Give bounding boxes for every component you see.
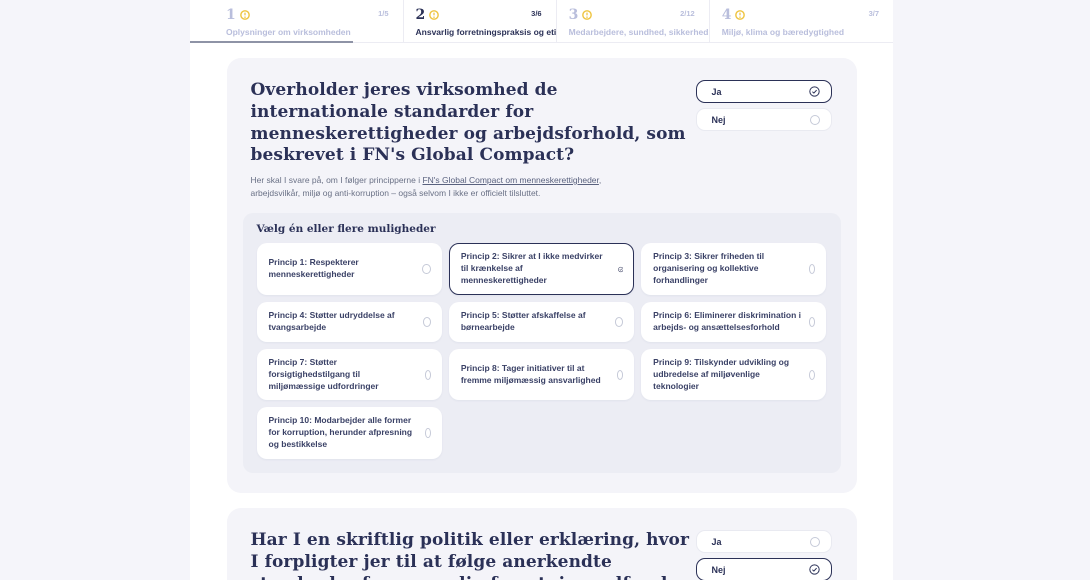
step-counter: 3/7 [868, 9, 880, 18]
step-counter: 3/6 [531, 9, 542, 18]
step-counter: 1/5 [378, 9, 389, 18]
question-description: Her skal I svare på, om I følger princip… [251, 174, 651, 200]
option-label: Princip 3: Sikrer friheden til organiser… [653, 251, 765, 286]
radio-circle-icon [422, 264, 431, 275]
option-princip-3[interactable]: Princip 3: Sikrer friheden til organiser… [641, 243, 827, 296]
question-title: Overholder jeres virksomhed de internati… [250, 80, 686, 166]
step-number: 2 [415, 7, 426, 23]
stepper-tab-1[interactable]: 1 Oplysninger om virksomheden 1/5 [190, 0, 403, 42]
radio-circle-icon [809, 369, 816, 380]
no-button[interactable]: Nej [695, 108, 832, 131]
radio-circle-icon [614, 316, 624, 327]
option-princip-7[interactable]: Princip 7: Støtter forsigtighedstilgang … [256, 348, 442, 401]
radio-circle-icon [616, 369, 624, 380]
option-label: Princip 4: Støtter udryddelse af tvangsa… [268, 310, 395, 332]
yes-button[interactable]: Ja [695, 530, 832, 554]
option-label: Princip 1: Respekterer menneskerettighed… [268, 257, 359, 280]
stepper-tab-2[interactable]: 2 Ansvarlig forretningspraksis og etik 3… [402, 0, 556, 42]
yes-no-group: Ja Nej [695, 80, 832, 131]
radio-circle-icon [424, 369, 431, 380]
option-princip-8[interactable]: Princip 8: Tager initiativer til at frem… [448, 348, 635, 401]
radio-circle-icon [809, 264, 816, 275]
option-label: Princip 9: Tilskynder udvikling og udbre… [653, 356, 790, 391]
no-label: Nej [711, 564, 726, 575]
step-label: Medarbejdere, sundhed, sikkerhed og... [568, 27, 709, 37]
step-counter: 2/12 [680, 9, 695, 18]
option-princip-2[interactable]: Princip 2: Sikrer at I ikke medvirker ti… [448, 243, 635, 296]
option-princip-6[interactable]: Princip 6: Eliminerer diskrimination i a… [641, 302, 827, 342]
main-content: Overholder jeres virksomhed de internati… [190, 43, 893, 580]
warning-circle-icon [735, 10, 746, 20]
options-panel: Vælg én eller flere muligheder Princip 1… [242, 213, 841, 474]
step-number: 1 [226, 7, 236, 23]
option-princip-9[interactable]: Princip 9: Tilskynder udvikling og udbre… [641, 348, 827, 401]
check-circle-icon [808, 86, 820, 97]
option-label: Princip 10: Modarbejder alle former for … [268, 415, 413, 450]
check-circle-icon [617, 266, 623, 272]
option-label: Princip 7: Støtter forsigtighedstilgang … [268, 356, 379, 391]
global-compact-link[interactable]: FN's Global Compact om menneskerettighed… [422, 175, 599, 185]
radio-circle-icon [425, 428, 431, 439]
option-label: Princip 2: Sikrer at I ikke medvirker ti… [460, 251, 603, 286]
stepper: 1 Oplysninger om virksomheden 1/5 2 Ansv… [190, 0, 893, 43]
option-princip-10[interactable]: Princip 10: Modarbejder alle former for … [256, 407, 442, 460]
radio-circle-icon [809, 114, 820, 125]
no-label: Nej [711, 114, 726, 125]
yes-label: Ja [711, 536, 722, 547]
description-text: , arbejdsvilkår, miljø og anti-korruptio… [250, 175, 602, 199]
warning-circle-icon [239, 10, 250, 20]
step-label: Ansvarlig forretningspraksis og etik [415, 27, 556, 37]
warning-circle-icon [582, 10, 593, 20]
option-princip-5[interactable]: Princip 5: Støtter afskaffelse af børnea… [448, 302, 635, 342]
radio-circle-icon [809, 536, 820, 547]
yes-label: Ja [711, 86, 722, 97]
question-card-written-policy: Har I en skriftlig politik eller erklæri… [226, 508, 857, 580]
option-label: Princip 8: Tager initiativer til at frem… [460, 362, 601, 385]
step-number: 3 [568, 7, 579, 23]
check-circle-icon [808, 564, 820, 575]
stepper-tab-4[interactable]: 4 Miljø, klima og bæredygtighed 3/7 [708, 0, 893, 42]
yes-no-group: Ja Nej [695, 530, 832, 580]
stepper-tab-3[interactable]: 3 Medarbejdere, sundhed, sikkerhed og...… [555, 0, 709, 42]
option-princip-1[interactable]: Princip 1: Respekterer menneskerettighed… [256, 243, 442, 296]
content-column: 1 Oplysninger om virksomheden 1/5 2 Ansv… [190, 0, 893, 580]
description-text: Her skal I svare på, om I følger princip… [250, 175, 423, 185]
step-label: Miljø, klima og bæredygtighed [721, 27, 845, 37]
option-label: Princip 5: Støtter afskaffelse af børnea… [460, 310, 586, 332]
stepper-progress-bar [190, 41, 354, 43]
options-grid: Princip 1: Respekterer menneskerettighed… [256, 243, 827, 460]
warning-circle-icon [429, 10, 440, 20]
step-label: Oplysninger om virksomheden [226, 27, 351, 37]
option-label: Princip 6: Eliminerer diskrimination i a… [653, 310, 802, 332]
option-princip-4[interactable]: Princip 4: Støtter udryddelse af tvangsa… [256, 302, 442, 342]
question-title: Har I en skriftlig politik eller erklæri… [250, 530, 690, 580]
radio-circle-icon [422, 316, 431, 327]
yes-button[interactable]: Ja [695, 80, 832, 103]
step-number: 4 [721, 7, 732, 23]
no-button[interactable]: Nej [695, 558, 832, 580]
question-card-global-compact: Overholder jeres virksomhed de internati… [226, 58, 857, 494]
options-panel-label: Vælg én eller flere muligheder [256, 223, 436, 236]
radio-circle-icon [809, 316, 816, 327]
